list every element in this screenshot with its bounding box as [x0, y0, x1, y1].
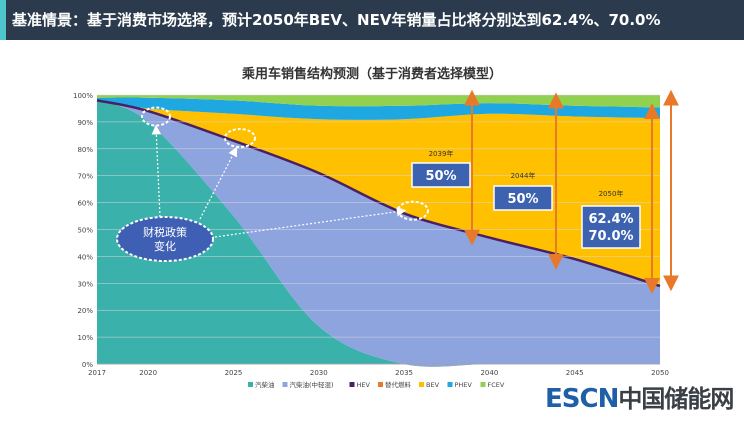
y-tick-label: 70%	[77, 173, 93, 181]
legend-swatch-2	[282, 382, 288, 387]
x-tick-label: 2017	[88, 369, 106, 377]
legend-swatch-7	[480, 382, 486, 387]
chart-title: 乘用车销售结构预测（基于消费者选择模型）	[241, 66, 502, 82]
policy-bubble-label: 变化	[154, 239, 176, 253]
y-tick-label: 60%	[77, 200, 93, 208]
y-tick-label: 10%	[77, 334, 93, 342]
highlight-ellipse-2	[224, 128, 256, 149]
watermark-cn: 中国储能网	[618, 385, 734, 413]
y-tick-label: 40%	[77, 253, 93, 261]
legend-swatch-1	[248, 382, 253, 387]
policy-bubble-label: 财税政策	[143, 225, 187, 239]
callout-value-1: 50%	[425, 169, 456, 184]
chart-container: 乘用车销售结构预测（基于消费者选择模型） 0% 10% 20% 30% 40% 50% 60…	[0, 40, 744, 419]
legend-swatch-4	[378, 382, 383, 387]
hev-line	[96, 99, 661, 288]
callout-year-3: 2050年	[599, 189, 624, 198]
legend-swatch-6	[447, 382, 453, 387]
area-7	[97, 95, 660, 108]
x-tick-label: 2045	[566, 369, 584, 377]
legend-label-7: FCEV	[488, 381, 505, 389]
watermark-logo: ESCN中国储能网	[545, 382, 734, 416]
legend-label-2: 汽柴油(中轻混)	[290, 380, 334, 389]
area-1	[97, 100, 660, 367]
x-tick-label: 2035	[395, 369, 413, 377]
x-tick-label: 2030	[310, 369, 328, 377]
stacked-area-chart: 乘用车销售结构预测（基于消费者选择模型） 0% 10% 20% 30% 40% 50% 60…	[73, 66, 679, 389]
header-accent	[0, 0, 6, 40]
y-tick-label: 100%	[73, 92, 93, 100]
page-title: 基准情景：基于消费市场选择，预计2050年BEV、NEV年销量占比将分别达到62…	[12, 11, 661, 29]
watermark-latin: ESCN	[545, 384, 619, 414]
area-5	[97, 100, 660, 286]
y-tick-label: 30%	[77, 280, 93, 288]
legend-swatch-5	[419, 382, 424, 387]
x-tick-label: 2040	[480, 369, 498, 377]
x-tick-label: 2050	[651, 369, 669, 377]
callout-box-1	[411, 162, 471, 188]
y-tick-label: 80%	[77, 146, 93, 154]
highlight-ellipse-1	[141, 106, 171, 127]
legend-label-6: PHEV	[455, 381, 473, 389]
y-tick-label: 50%	[77, 227, 93, 235]
legend-label-4: 替代燃料	[385, 380, 412, 389]
y-tick-label: 90%	[77, 119, 93, 127]
x-tick-label: 2025	[225, 369, 243, 377]
pointer-line-1	[151, 124, 162, 218]
legend-label-5: BEV	[426, 381, 440, 389]
x-tick-label: 2020	[139, 369, 157, 377]
area-2	[97, 100, 660, 367]
callout-box-3	[581, 205, 641, 249]
callout-value-3: 62.4%	[588, 212, 633, 227]
callout-year-2: 2044年	[511, 171, 536, 180]
legend-label-3: HEV	[357, 381, 371, 389]
legend-swatch-3	[349, 382, 355, 387]
y-tick-label: 0%	[82, 361, 93, 369]
callout-box-2	[493, 185, 553, 211]
pointer-line-2	[199, 146, 238, 220]
highlight-ellipse-3	[397, 200, 429, 221]
header-bar: 基准情景：基于消费市场选择，预计2050年BEV、NEV年销量占比将分别达到62…	[0, 0, 744, 40]
callout-year-1: 2039年	[429, 149, 454, 158]
callout-value-2: 50%	[507, 192, 538, 207]
area-6	[97, 97, 660, 120]
y-tick-label: 20%	[77, 307, 93, 315]
legend-label-1: 汽柴油	[255, 380, 275, 389]
callout-value-3: 70.0%	[588, 229, 633, 244]
policy-bubble	[116, 216, 214, 262]
